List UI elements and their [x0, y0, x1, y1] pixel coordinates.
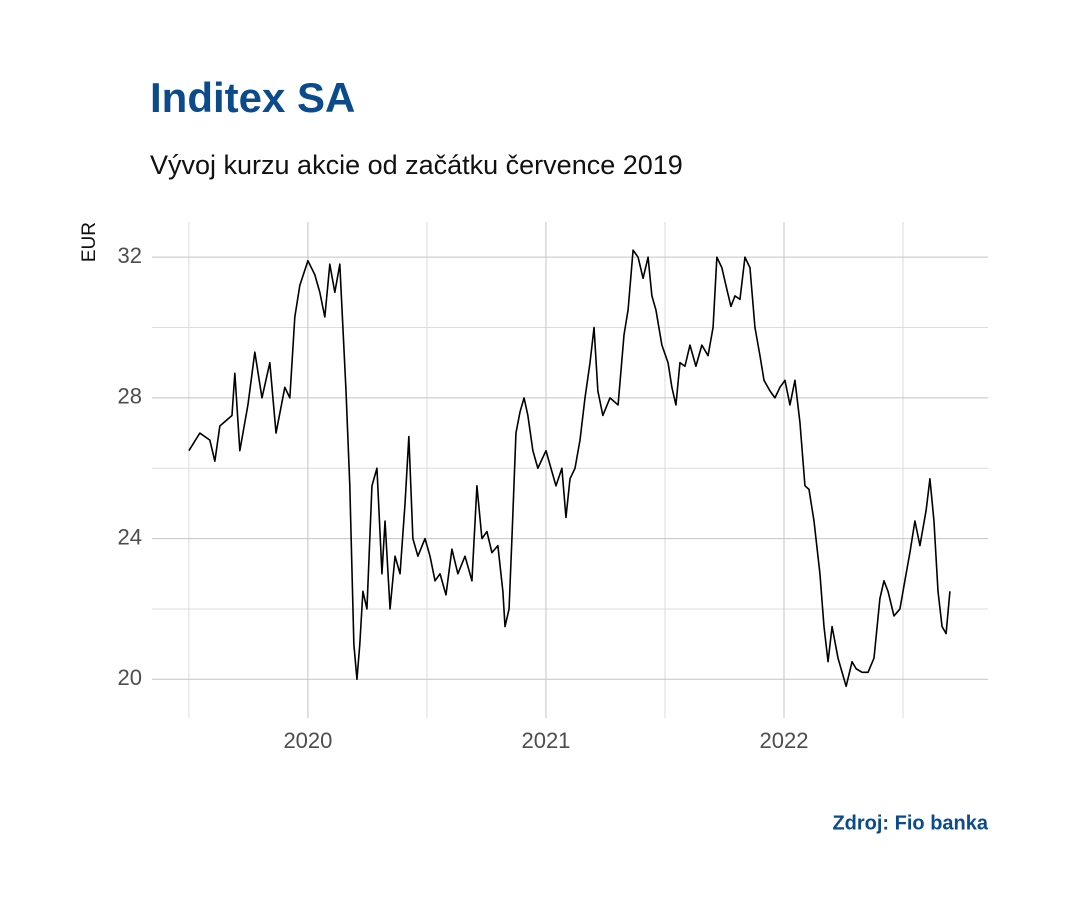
y-tick-label: 24 — [118, 524, 142, 549]
y-tick-label: 20 — [118, 665, 142, 690]
chart-title: Inditex SA — [150, 74, 355, 121]
price-line — [188, 249, 951, 688]
y-axis-label: EUR — [79, 222, 100, 262]
y-tick-label: 28 — [118, 384, 142, 409]
y-tick-label: 32 — [118, 243, 142, 268]
x-tick-label: 2021 — [521, 728, 570, 753]
x-tick-label: 2020 — [283, 728, 332, 753]
x-tick-label: 2022 — [760, 728, 809, 753]
chart-subtitle: Vývoj kurzu akcie od začátku července 20… — [150, 150, 683, 180]
source-note: Zdroj: Fio banka — [832, 812, 988, 834]
